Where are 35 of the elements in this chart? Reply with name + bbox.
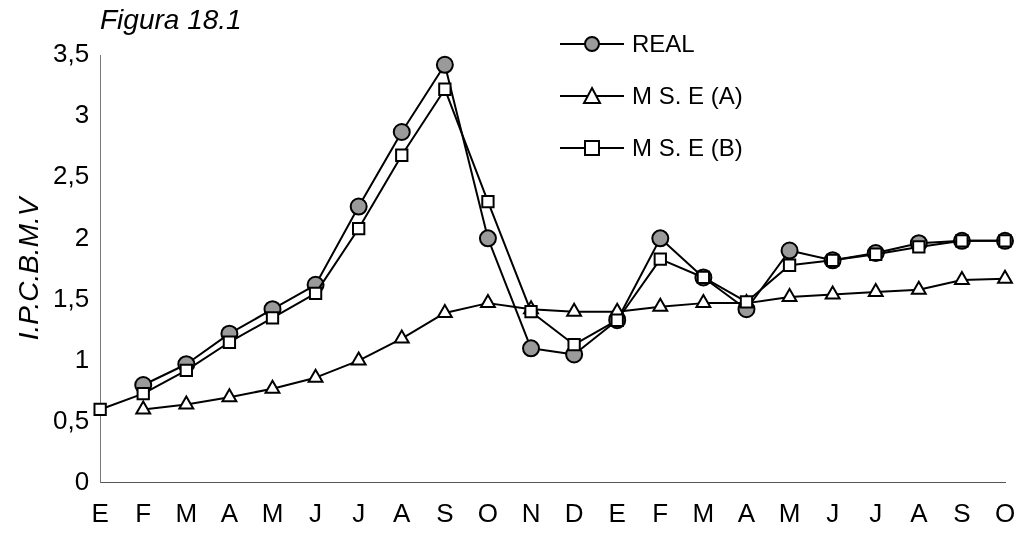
x-tick-label: M [175,497,198,528]
x-tick-label: F [135,497,152,528]
x-tick-label: D [564,497,584,528]
legend-label: M S. E (B) [632,134,743,162]
x-tick-label: E [91,497,109,528]
y-tick-label: 2 [74,221,90,252]
x-tick-label: A [910,497,929,528]
x-tick-label: A [220,497,239,528]
x-tick-label: J [309,497,323,528]
chart-title: Figura 18.1 [100,4,242,36]
x-tick-label: J [826,497,840,528]
x-tick-label: O [477,497,499,528]
x-tick-label: O [994,497,1016,528]
y-tick-label: 2,5 [52,160,90,191]
x-tick-label: M [261,497,284,528]
x-tick-label: A [393,497,412,528]
legend-label: REAL [632,30,695,58]
y-tick-label: 3,5 [52,38,90,69]
y-tick-label: 0,5 [52,404,90,435]
x-tick-label: E [608,497,626,528]
y-tick-label: 3 [74,99,90,130]
y-tick-label: 1 [74,343,90,374]
x-tick-label: A [737,497,756,528]
x-tick-label: J [869,497,883,528]
x-tick-label: J [352,497,366,528]
y-tick-label: 0 [74,465,90,496]
x-tick-label: S [953,497,971,528]
x-tick-label: M [778,497,801,528]
legend-label: M S. E (A) [632,82,743,110]
y-tick-label: 1,5 [52,282,90,313]
x-tick-label: S [436,497,454,528]
x-tick-label: M [692,497,715,528]
x-tick-label: F [652,497,669,528]
y-axis-title: I.P.C.B.M.V [12,195,44,341]
x-tick-label: N [521,497,541,528]
